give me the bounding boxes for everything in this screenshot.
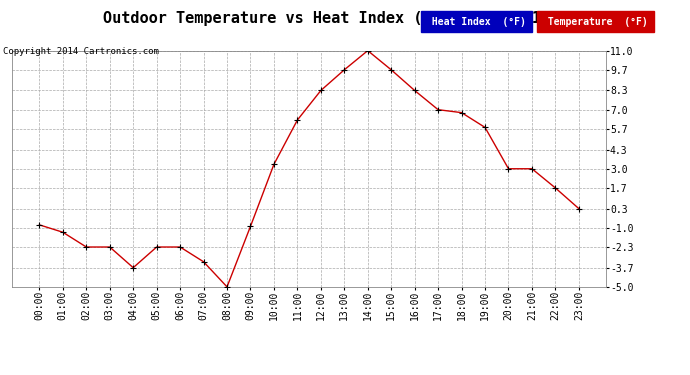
Text: Heat Index  (°F): Heat Index (°F) [426, 17, 526, 27]
Text: Copyright 2014 Cartronics.com: Copyright 2014 Cartronics.com [3, 47, 159, 56]
Text: Temperature  (°F): Temperature (°F) [542, 17, 648, 27]
Text: Outdoor Temperature vs Heat Index (24 Hours) 20140108: Outdoor Temperature vs Heat Index (24 Ho… [104, 11, 586, 26]
